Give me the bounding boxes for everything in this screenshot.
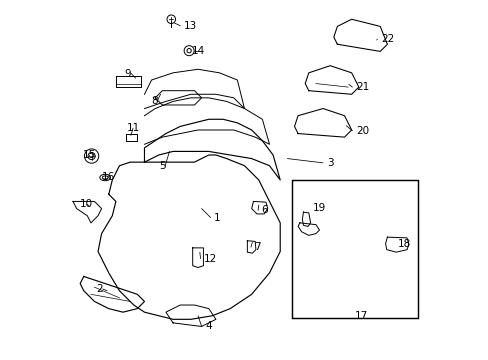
Text: 12: 12 — [203, 253, 217, 264]
Text: 17: 17 — [354, 311, 368, 321]
Text: 9: 9 — [124, 68, 131, 78]
Text: 7: 7 — [254, 242, 261, 252]
Text: 14: 14 — [191, 46, 204, 56]
Text: 11: 11 — [126, 123, 140, 133]
Text: 5: 5 — [159, 161, 165, 171]
Text: 1: 1 — [214, 212, 220, 222]
Text: 4: 4 — [205, 321, 211, 332]
Text: 18: 18 — [397, 239, 410, 249]
Text: 15: 15 — [83, 150, 96, 160]
Bar — [291, 180, 418, 318]
Text: 6: 6 — [261, 205, 268, 215]
Text: 20: 20 — [355, 126, 368, 136]
Text: 19: 19 — [312, 203, 325, 213]
Text: 16: 16 — [102, 172, 115, 182]
Text: 10: 10 — [80, 199, 93, 209]
Text: 22: 22 — [380, 34, 393, 44]
Text: 13: 13 — [183, 21, 197, 31]
Text: 3: 3 — [326, 158, 333, 168]
Text: 8: 8 — [151, 96, 157, 106]
Text: 21: 21 — [355, 82, 368, 92]
Text: 2: 2 — [96, 284, 102, 294]
